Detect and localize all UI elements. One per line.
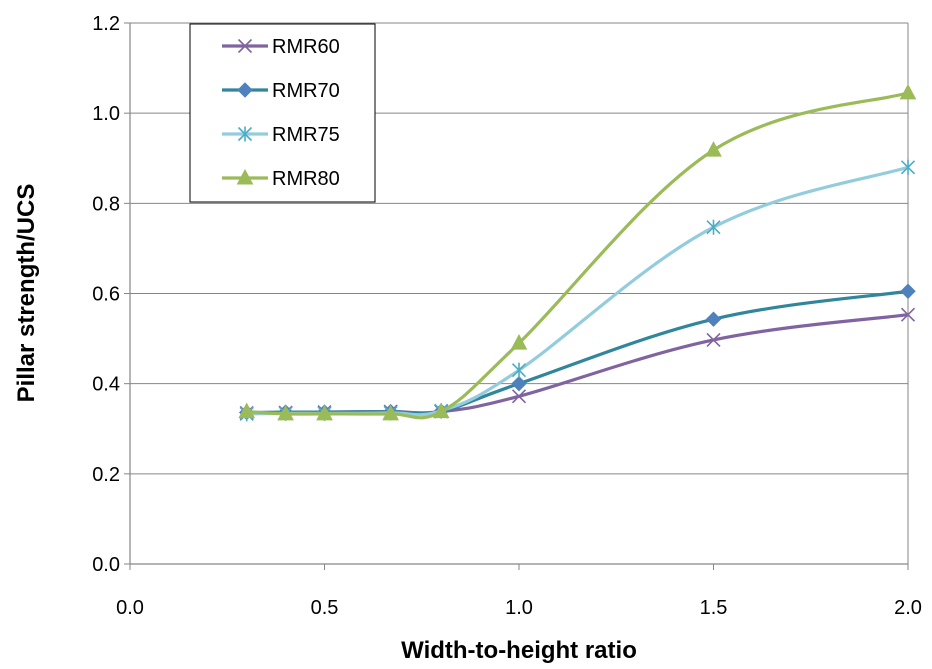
y-tick-label: 0.6 bbox=[92, 284, 120, 306]
legend-label-rmr80: RMR80 bbox=[272, 168, 340, 190]
series-line-rmr70 bbox=[246, 289, 909, 416]
data-point-rmr70 bbox=[900, 283, 916, 299]
data-point-rmr80 bbox=[432, 402, 450, 419]
legend-marker-rmr70 bbox=[237, 82, 253, 98]
legend-box bbox=[189, 23, 376, 203]
legend-marker-rmr80 bbox=[236, 168, 254, 185]
x-tick-label: 1.0 bbox=[505, 597, 533, 619]
data-point-rmr80 bbox=[510, 334, 528, 350]
x-tick-label: 1.5 bbox=[700, 597, 728, 619]
data-point-rmr60 bbox=[706, 332, 721, 348]
legend-marker-rmr60 bbox=[237, 38, 253, 54]
data-point-rmr75 bbox=[900, 159, 916, 175]
data-point-rmr80 bbox=[277, 404, 294, 421]
legend-label-rmr60: RMR60 bbox=[272, 36, 340, 58]
x-tick-label: 0.0 bbox=[116, 597, 144, 619]
y-tick-label: 1.0 bbox=[92, 103, 120, 125]
data-point-rmr70 bbox=[511, 375, 527, 392]
data-point-rmr70 bbox=[705, 311, 722, 327]
series-line-rmr80 bbox=[246, 91, 909, 420]
y-axis-title: Pillar strength/UCS bbox=[13, 184, 40, 403]
legend-label-rmr75: RMR75 bbox=[272, 124, 340, 146]
y-tick-label: 0.4 bbox=[92, 374, 120, 396]
data-point-rmr60 bbox=[900, 307, 916, 322]
data-point-rmr60 bbox=[511, 389, 527, 404]
data-point-rmr80 bbox=[316, 404, 333, 421]
series-layer bbox=[238, 83, 917, 422]
legend: RMR60 RMR70 RMR75 RMR80 bbox=[189, 23, 376, 203]
data-point-rmr80 bbox=[899, 83, 917, 100]
x-axis-title: Width-to-height ratio bbox=[401, 637, 637, 664]
x-tick-labels: 0.0 0.5 1.0 1.5 2.0 bbox=[116, 597, 922, 619]
legend-label-rmr70: RMR70 bbox=[272, 80, 340, 102]
y-tick-label: 1.2 bbox=[92, 13, 120, 35]
y-tick-label: 0.8 bbox=[92, 193, 120, 215]
x-tick-label: 2.0 bbox=[894, 597, 922, 619]
data-point-rmr75 bbox=[706, 219, 721, 235]
legend-marker-rmr75 bbox=[237, 126, 253, 142]
y-tick-label: 0.0 bbox=[92, 554, 120, 576]
x-tick-label: 0.5 bbox=[311, 597, 339, 619]
y-tick-labels: 0.0 0.2 0.4 0.6 0.8 1.0 1.2 bbox=[92, 13, 120, 576]
data-point-rmr80 bbox=[382, 404, 399, 421]
data-point-rmr80 bbox=[705, 141, 722, 157]
data-point-rmr75 bbox=[511, 362, 527, 378]
data-point-rmr80 bbox=[238, 402, 256, 419]
y-tick-label: 0.2 bbox=[92, 464, 120, 486]
